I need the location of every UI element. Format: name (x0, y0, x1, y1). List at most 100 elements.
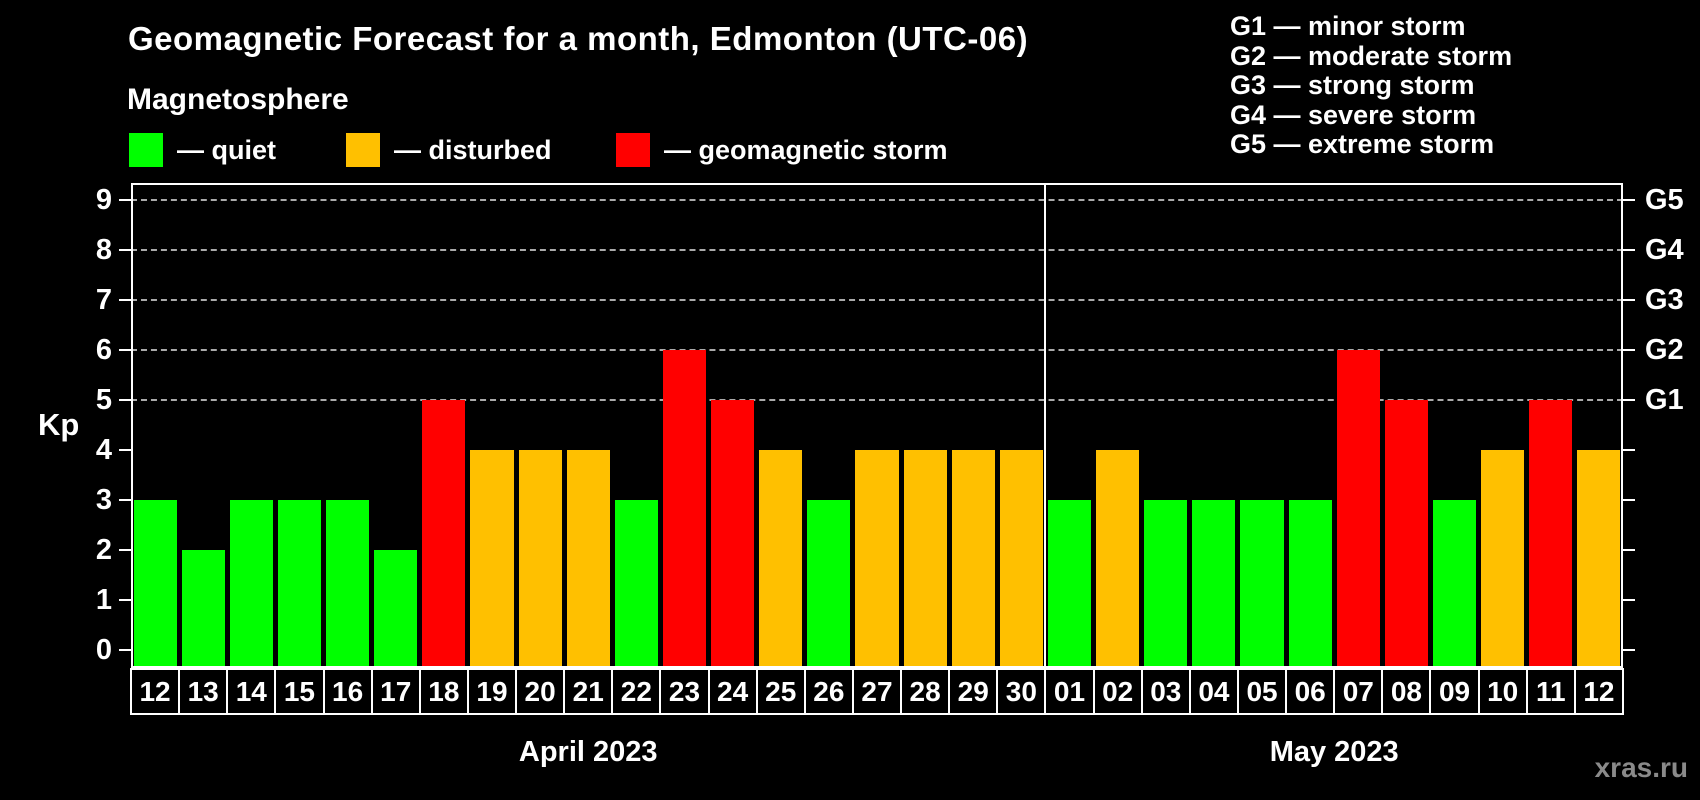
bar-day-22 (614, 500, 658, 668)
storm-swatch (616, 133, 650, 167)
day-label-06: 06 (1285, 668, 1336, 715)
bar-day-24 (711, 400, 755, 668)
day-label-04: 04 (1188, 668, 1239, 715)
y-tick-right (1623, 349, 1635, 351)
y-tick-label-6: 6 (95, 334, 112, 366)
day-label-01: 01 (1044, 668, 1095, 715)
y-tick-right (1623, 599, 1635, 601)
day-label-15: 15 (274, 668, 325, 715)
day-label-10: 10 (1477, 668, 1528, 715)
gridline-kp9 (131, 199, 1623, 201)
y-tick-left (119, 449, 131, 451)
g-label-G1: G1 (1645, 384, 1684, 416)
bar-day-16 (326, 500, 370, 668)
y-tick-right (1623, 549, 1635, 551)
day-label-14: 14 (226, 668, 277, 715)
month-label: May 2023 (1269, 736, 1399, 768)
y-tick-left (119, 549, 131, 551)
day-label-12: 12 (130, 668, 181, 715)
bar-day-04 (1192, 500, 1236, 668)
bar-day-23 (662, 350, 707, 668)
day-label-26: 26 (803, 668, 854, 715)
g-legend-item: G4 — severe storm (1230, 99, 1477, 130)
bar-day-19 (470, 450, 514, 668)
g-legend-item: G2 — moderate storm (1230, 40, 1513, 71)
y-tick-left (119, 199, 131, 201)
y-tick-right (1623, 199, 1635, 201)
month-label: April 2023 (518, 736, 658, 768)
y-tick-label-9: 9 (95, 184, 112, 216)
bar-day-29 (951, 450, 995, 668)
bar-day-17 (374, 550, 418, 668)
day-label-23: 23 (659, 668, 710, 715)
day-label-03: 03 (1140, 668, 1191, 715)
day-label-25: 25 (755, 668, 806, 715)
plot-area (131, 183, 1623, 668)
legend-item-storm: — geomagnetic storm (616, 133, 948, 167)
month-divider (1044, 183, 1047, 668)
y-tick-left (119, 299, 131, 301)
y-tick-label-1: 1 (95, 584, 112, 616)
bar-day-25 (759, 450, 803, 668)
day-label-12: 12 (1573, 668, 1624, 715)
bar-day-09 (1432, 500, 1477, 668)
day-label-11: 11 (1525, 668, 1576, 715)
day-label-18: 18 (418, 668, 469, 715)
disturbed-swatch (346, 133, 380, 167)
y-tick-left (119, 349, 131, 351)
bar-day-10 (1481, 450, 1525, 668)
y-tick-left (119, 249, 131, 251)
y-tick-left (119, 499, 131, 501)
g-label-G3: G3 (1645, 284, 1684, 316)
day-label-30: 30 (996, 668, 1047, 715)
day-label-05: 05 (1236, 668, 1288, 715)
bar-day-03 (1144, 500, 1188, 668)
bar-day-20 (518, 450, 562, 668)
day-label-21: 21 (563, 668, 614, 715)
day-label-19: 19 (466, 668, 518, 715)
day-label-16: 16 (322, 668, 373, 715)
y-tick-left (119, 599, 131, 601)
y-tick-right (1623, 299, 1635, 301)
gridline-kp6 (131, 349, 1623, 351)
y-tick-label-8: 8 (95, 234, 112, 266)
bar-day-01 (1047, 500, 1092, 668)
day-label-13: 13 (178, 668, 229, 715)
quiet-swatch (129, 133, 163, 167)
bar-day-26 (807, 500, 851, 668)
day-label-02: 02 (1092, 668, 1143, 715)
y-tick-right (1623, 649, 1635, 651)
legend-label: — geomagnetic storm (664, 135, 948, 165)
g-legend-item: G5 — extreme storm (1230, 129, 1495, 159)
day-label-09: 09 (1429, 668, 1480, 715)
y-tick-right (1623, 249, 1635, 251)
g-label-G4: G4 (1645, 234, 1684, 266)
bar-day-12 (133, 500, 177, 668)
bar-day-02 (1096, 450, 1140, 668)
y-tick-label-7: 7 (95, 284, 112, 316)
g-label-G2: G2 (1645, 334, 1684, 366)
legend-label: — quiet (177, 135, 276, 165)
bar-day-30 (999, 450, 1043, 668)
bar-day-13 (181, 550, 225, 668)
y-tick-left (119, 399, 131, 401)
g-label-G5: G5 (1645, 184, 1684, 216)
g-scale-legend: G1 — minor storm G2 — moderate storm G3 — … (1230, 11, 1513, 160)
gridline-kp5 (131, 399, 1623, 401)
bar-day-12 (1577, 450, 1621, 668)
bar-day-08 (1384, 400, 1428, 668)
bar-day-05 (1240, 500, 1284, 668)
y-tick-label-0: 0 (95, 634, 112, 666)
gridline-kp7 (131, 299, 1623, 301)
day-label-08: 08 (1381, 668, 1432, 715)
legend-label: — disturbed (394, 135, 552, 165)
g-legend-item: G1 — minor storm (1230, 11, 1466, 41)
bar-day-28 (903, 450, 947, 668)
bar-day-18 (422, 400, 466, 668)
gridline-kp8 (131, 249, 1623, 251)
y-tick-label-3: 3 (95, 484, 112, 516)
chart-title: Geomagnetic Forecast for a month, Edmont… (128, 20, 1029, 57)
y-tick-right (1623, 499, 1635, 501)
y-tick-right (1623, 399, 1635, 401)
